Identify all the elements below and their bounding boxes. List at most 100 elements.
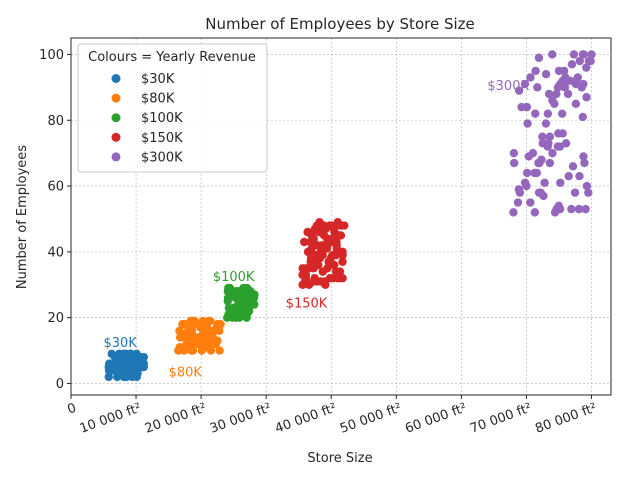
data-point-3 xyxy=(336,231,346,240)
data-point-3 xyxy=(322,234,332,243)
data-point-1 xyxy=(215,346,224,355)
legend-label: $150K xyxy=(141,131,183,146)
legend-box xyxy=(77,43,268,173)
data-point-4 xyxy=(571,76,581,85)
y-tick-label: 60 xyxy=(47,180,64,195)
y-tick-label: 40 xyxy=(47,245,64,260)
data-point-4 xyxy=(567,60,577,69)
data-point-4 xyxy=(575,56,584,66)
data-point-4 xyxy=(548,50,557,59)
data-point-4 xyxy=(582,93,591,102)
data-point-1 xyxy=(185,343,195,352)
data-point-2 xyxy=(240,306,250,316)
data-point-3 xyxy=(336,221,345,230)
y-axis-label: Number of Employees xyxy=(15,145,30,289)
data-point-2 xyxy=(223,293,233,303)
data-point-3 xyxy=(329,260,339,270)
data-point-0 xyxy=(104,366,114,375)
data-point-4 xyxy=(578,112,588,122)
data-point-4 xyxy=(582,63,591,72)
data-point-3 xyxy=(300,267,309,276)
data-point-4 xyxy=(578,50,588,59)
data-point-4 xyxy=(584,188,593,197)
data-point-2 xyxy=(241,300,250,309)
data-point-4 xyxy=(526,198,535,207)
data-point-3 xyxy=(303,227,313,237)
data-point-4 xyxy=(522,168,532,178)
data-point-4 xyxy=(541,69,551,79)
data-point-3 xyxy=(338,257,347,266)
data-point-4 xyxy=(531,66,540,76)
data-point-4 xyxy=(545,132,555,141)
data-point-4 xyxy=(579,152,588,161)
data-point-4 xyxy=(543,109,553,118)
data-point-4 xyxy=(564,171,573,181)
data-point-4 xyxy=(524,152,533,161)
legend: Colours = Yearly Revenue $30K $80K $100K $1… xyxy=(77,43,268,173)
data-point-1 xyxy=(187,323,196,332)
legend-title: Colours = Yearly Revenue xyxy=(88,50,256,65)
legend-label: $300K xyxy=(141,150,183,165)
data-point-1 xyxy=(207,333,216,342)
legend-label: $30K xyxy=(141,72,175,87)
legend-marker xyxy=(111,74,121,83)
data-points xyxy=(104,50,596,382)
annotation-label: $30K xyxy=(104,336,138,351)
annotations: $30K $80K $100K $150K $300K xyxy=(104,79,530,380)
data-point-1 xyxy=(202,320,211,329)
annotation-label: $150K xyxy=(286,296,328,311)
data-point-4 xyxy=(534,158,543,168)
data-point-0 xyxy=(132,349,141,359)
annotation-label: $100K xyxy=(213,270,255,285)
data-point-4 xyxy=(509,148,519,158)
chart-title: Number of Employees by Store Size xyxy=(205,15,475,33)
data-point-4 xyxy=(509,158,519,168)
data-point-0 xyxy=(119,372,129,382)
data-point-2 xyxy=(235,313,244,322)
data-point-1 xyxy=(197,343,207,352)
data-point-4 xyxy=(514,86,524,95)
data-point-4 xyxy=(569,50,579,59)
data-point-4 xyxy=(545,158,555,168)
annotation-label: $300K xyxy=(487,79,529,94)
data-point-0 xyxy=(105,359,114,368)
data-point-3 xyxy=(306,257,315,266)
data-point-3 xyxy=(317,241,327,250)
data-point-4 xyxy=(548,96,557,105)
y-tick-label: 80 xyxy=(47,114,64,129)
data-point-4 xyxy=(531,109,540,118)
legend-label: $80K xyxy=(141,92,175,107)
data-point-4 xyxy=(568,162,578,171)
data-point-1 xyxy=(175,333,185,342)
data-point-4 xyxy=(574,204,584,214)
data-point-4 xyxy=(571,99,581,109)
data-point-4 xyxy=(541,119,551,128)
data-point-2 xyxy=(234,287,243,296)
data-point-2 xyxy=(233,306,242,316)
data-point-4 xyxy=(580,158,589,168)
data-point-1 xyxy=(200,333,209,342)
data-point-4 xyxy=(582,181,592,191)
data-point-4 xyxy=(538,132,547,141)
data-point-3 xyxy=(314,227,324,237)
data-point-4 xyxy=(570,188,580,197)
data-point-4 xyxy=(558,129,567,138)
data-point-4 xyxy=(555,142,565,151)
data-point-4 xyxy=(561,139,571,148)
data-point-0 xyxy=(127,362,136,372)
data-point-4 xyxy=(548,148,557,158)
data-point-4 xyxy=(562,76,571,85)
data-point-4 xyxy=(514,185,524,194)
legend-marker xyxy=(111,132,121,142)
data-point-2 xyxy=(244,290,253,299)
data-point-0 xyxy=(118,362,128,372)
data-point-0 xyxy=(111,359,120,368)
data-point-3 xyxy=(300,237,309,247)
data-point-1 xyxy=(199,326,208,336)
data-point-4 xyxy=(581,204,590,214)
data-point-3 xyxy=(306,237,315,247)
data-point-4 xyxy=(520,79,530,89)
data-point-4 xyxy=(513,198,523,207)
data-point-4 xyxy=(534,188,544,197)
